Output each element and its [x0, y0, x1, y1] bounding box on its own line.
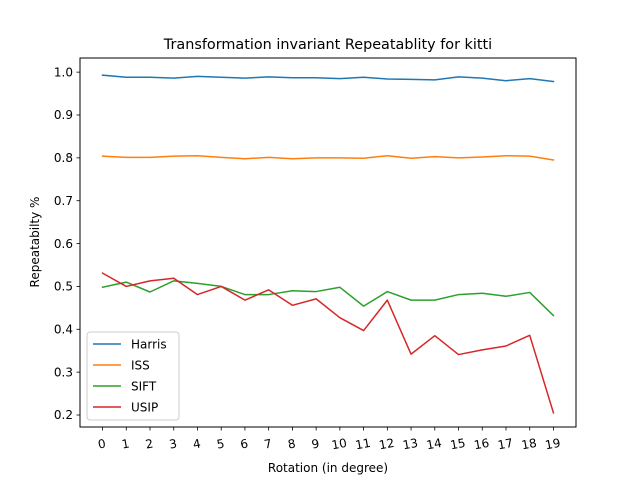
x-tick-label: 2 [144, 437, 154, 452]
y-tick-label: 0.3 [54, 365, 73, 379]
y-tick-label: 0.7 [54, 194, 73, 208]
legend-label-harris: Harris [131, 337, 167, 351]
x-tick-label: 9 [310, 437, 320, 452]
y-tick-label: 1.0 [54, 65, 73, 79]
y-tick-label: 0.8 [54, 151, 73, 165]
x-tick-label: 8 [287, 437, 297, 452]
series-layer [101, 74, 555, 414]
legend: Harris ISS SIFT USIP [86, 331, 180, 421]
y-axis-label: Repeatabilty % [28, 197, 42, 288]
legend-label-usip: USIP [131, 400, 158, 414]
x-tick-label: 6 [239, 437, 249, 452]
x-tick-label: 5 [216, 437, 226, 452]
chart-title: Transformation invariant Repeatablity fo… [163, 37, 492, 53]
plot-area-frame [79, 57, 577, 428]
x-tick-label: 10 [330, 436, 347, 452]
legend-box [86, 331, 180, 421]
legend-label-iss: ISS [131, 358, 150, 372]
x-tick-label: 17 [497, 436, 514, 452]
y-axis-ticks: 0.2 0.3 0.4 0.5 0.6 0.7 0.8 0.9 1.0 [54, 65, 80, 422]
x-tick-label: 15 [449, 436, 466, 452]
x-axis-ticks: 0 1 2 3 4 5 6 7 8 9 10 11 12 13 14 15 16 17 18 19 [97, 427, 561, 452]
x-tick-label: 19 [544, 436, 561, 452]
x-tick-label: 7 [263, 437, 273, 452]
x-tick-label: 0 [97, 437, 107, 452]
x-tick-label: 1 [121, 437, 131, 452]
x-tick-label: 18 [520, 436, 537, 452]
y-tick-label: 0.9 [54, 108, 73, 122]
x-tick-label: 4 [192, 437, 202, 452]
y-tick-label: 0.6 [54, 237, 73, 251]
y-tick-label: 0.4 [54, 322, 73, 336]
x-tick-label: 11 [354, 436, 371, 452]
x-axis-label: Rotation (in degree) [268, 461, 388, 475]
x-tick-label: 14 [425, 436, 442, 452]
y-tick-label: 0.5 [54, 280, 73, 294]
x-tick-label: 12 [378, 436, 395, 452]
x-tick-label: 16 [473, 436, 490, 452]
series-line-iss [101, 154, 555, 161]
legend-label-sift: SIFT [131, 379, 157, 393]
series-line-harris [101, 74, 555, 83]
series-line-usip [101, 272, 555, 414]
x-tick-label: 13 [402, 436, 419, 452]
x-tick-label: 3 [168, 437, 178, 452]
y-tick-label: 0.2 [54, 408, 73, 422]
